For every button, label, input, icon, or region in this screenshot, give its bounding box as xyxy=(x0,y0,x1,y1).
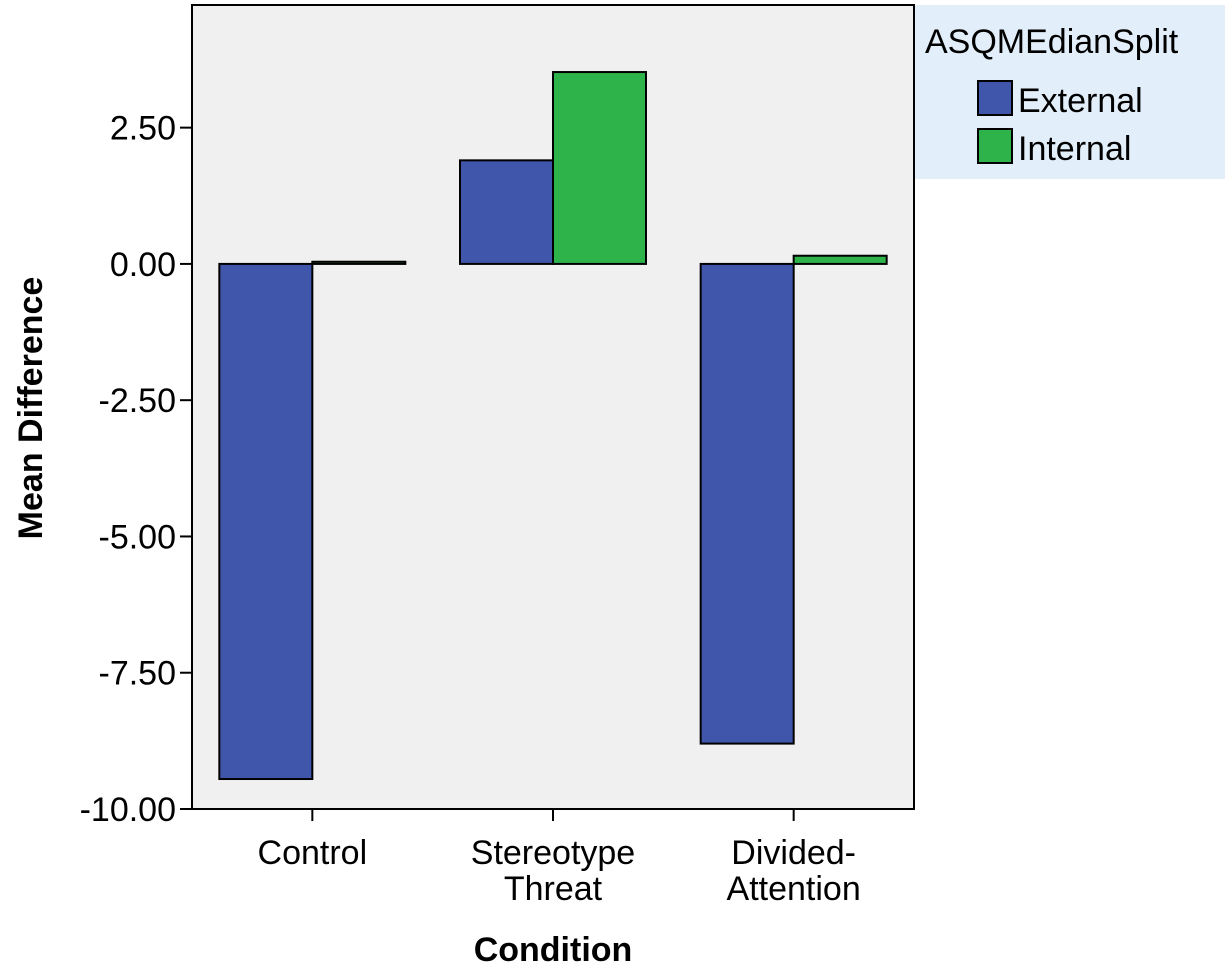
bar-internal-2 xyxy=(792,254,888,265)
x-tick-label: Divided- xyxy=(731,834,856,872)
x-tick-label: Control xyxy=(258,834,368,872)
legend-label-external: External xyxy=(1018,82,1143,120)
legend-swatch-internal xyxy=(977,128,1013,164)
bar-external-1 xyxy=(459,159,554,265)
bar-external-0 xyxy=(218,262,314,781)
bars-group xyxy=(218,71,888,781)
x-tick-label: Stereotype xyxy=(471,834,635,872)
y-axis: 2.50 0.00 -2.50 -5.00 -7.50 -10.00 xyxy=(80,110,192,829)
bar-internal-0 xyxy=(311,260,407,265)
y-tick-label: -10.00 xyxy=(80,791,176,829)
bar-internal-1 xyxy=(552,71,647,265)
legend-title: ASQMEdianSplit xyxy=(925,23,1179,61)
legend: ASQMEdianSplit External Internal xyxy=(915,5,1225,179)
y-tick-label: 0.00 xyxy=(110,246,176,284)
y-tick-label: -5.00 xyxy=(99,518,177,556)
y-axis-title: Mean Difference xyxy=(12,277,50,540)
legend-swatch-external xyxy=(977,80,1013,116)
legend-background xyxy=(915,5,1225,179)
y-tick-label: 2.50 xyxy=(110,110,176,148)
y-tick-label: -7.50 xyxy=(99,655,177,693)
bar-external-2 xyxy=(699,262,795,745)
y-tick-label: -2.50 xyxy=(99,382,177,420)
x-axis-title: Condition xyxy=(474,931,633,968)
x-tick-label: Attention xyxy=(727,870,861,908)
legend-items: External Internal xyxy=(977,80,1143,168)
legend-label-internal: Internal xyxy=(1018,130,1131,168)
x-tick-label: Threat xyxy=(504,870,603,908)
